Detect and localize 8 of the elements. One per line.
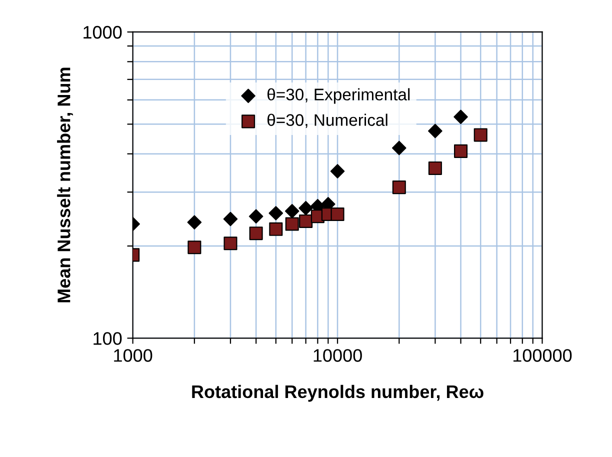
y-axis-title: Mean Nusselt number, Num — [57, 68, 73, 302]
x-tick-label: 1000 — [114, 349, 152, 362]
x-tick-label: 10000 — [314, 349, 362, 362]
legend-label: θ=30, Experimental — [267, 88, 410, 104]
x-tick-label: 100000 — [513, 349, 572, 362]
y-tick-label: 100 — [94, 332, 122, 345]
legend-label: θ=30, Numerical — [267, 114, 388, 128]
x-axis-title: Rotational Reynolds number, Reω — [192, 384, 484, 402]
